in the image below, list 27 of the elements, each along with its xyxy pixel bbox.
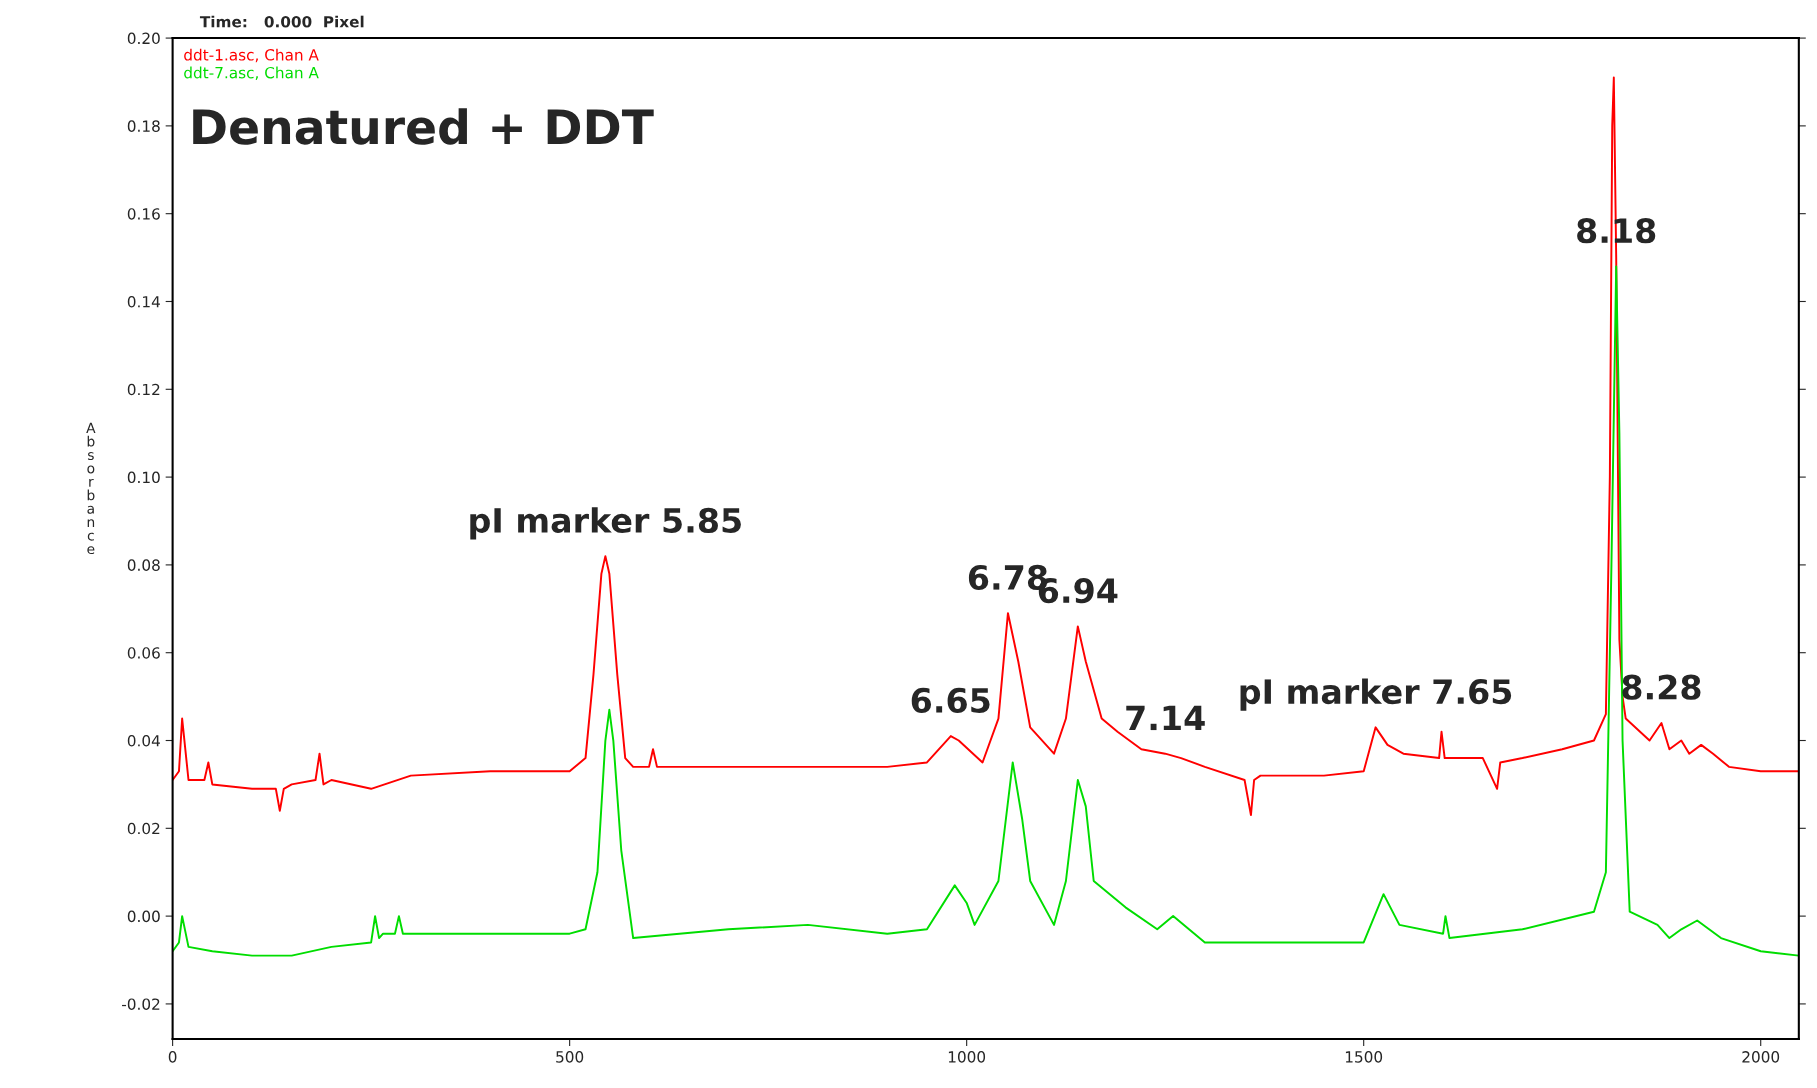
x-tick-label: 1500 (1345, 1051, 1383, 1063)
y-tick-label: 0.06 (127, 647, 160, 659)
text: Denatured + DDT (193, 108, 654, 145)
y-tick-label: 0.08 (127, 559, 160, 571)
text: ddt-7.asc, Chan A (184, 66, 319, 80)
x-tick-label: 500 (556, 1051, 584, 1063)
y-tick-label: 0.14 (127, 295, 160, 308)
line-series (172, 265, 1799, 957)
y-tick-label: 0.10 (127, 471, 160, 484)
x-tick-label: 2000 (1742, 1051, 1780, 1063)
x-tick-label: 1000 (948, 1051, 986, 1063)
text: Absorbance (86, 422, 96, 555)
y-tick-label: 0.04 (127, 734, 160, 747)
y-tick-label: 0.20 (127, 32, 160, 45)
y-tick-label: -0.02 (122, 998, 160, 1010)
y-tick-label: 0.16 (127, 208, 160, 220)
annotation: 7.14 (1126, 705, 1205, 731)
text: ddt-1.asc, Chan A (184, 48, 319, 63)
x-tick-label: 0 (168, 1051, 177, 1063)
y-tick-label: 0.12 (127, 383, 160, 396)
y-tick-label: 0.18 (127, 120, 160, 132)
y-tick-label: 0.02 (127, 822, 160, 835)
annotation: pI marker 5.85 (470, 507, 741, 540)
y-tick-label: 0.00 (127, 910, 160, 923)
annotation: 6.65 (911, 687, 990, 713)
annotation: pI marker 7.65 (1240, 678, 1512, 711)
text: Time: 0.000 Pixel (199, 15, 364, 28)
